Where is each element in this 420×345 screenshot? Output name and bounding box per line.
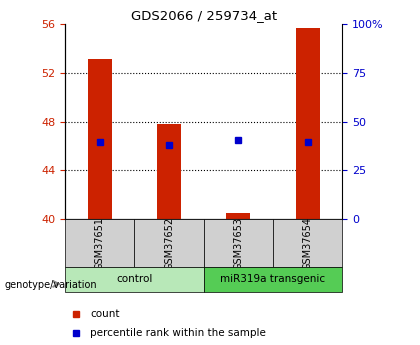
Bar	[88, 59, 112, 219]
Text: control: control	[116, 275, 152, 284]
Bar	[65, 267, 204, 292]
Bar	[226, 213, 250, 219]
Bar	[204, 219, 273, 267]
Text: miR319a transgenic: miR319a transgenic	[220, 275, 326, 284]
Text: count: count	[90, 309, 120, 319]
Title: GDS2066 / 259734_at: GDS2066 / 259734_at	[131, 9, 277, 22]
Text: GSM37652: GSM37652	[164, 217, 174, 270]
Text: GSM37653: GSM37653	[234, 217, 243, 270]
Bar	[65, 219, 134, 267]
Text: GSM37654: GSM37654	[303, 217, 312, 270]
Bar	[134, 219, 204, 267]
Text: percentile rank within the sample: percentile rank within the sample	[90, 328, 266, 338]
Bar	[157, 124, 181, 219]
Bar	[273, 219, 342, 267]
Bar	[204, 267, 342, 292]
Text: genotype/variation: genotype/variation	[4, 280, 97, 289]
Text: GSM37651: GSM37651	[95, 217, 105, 270]
Bar	[296, 28, 320, 219]
